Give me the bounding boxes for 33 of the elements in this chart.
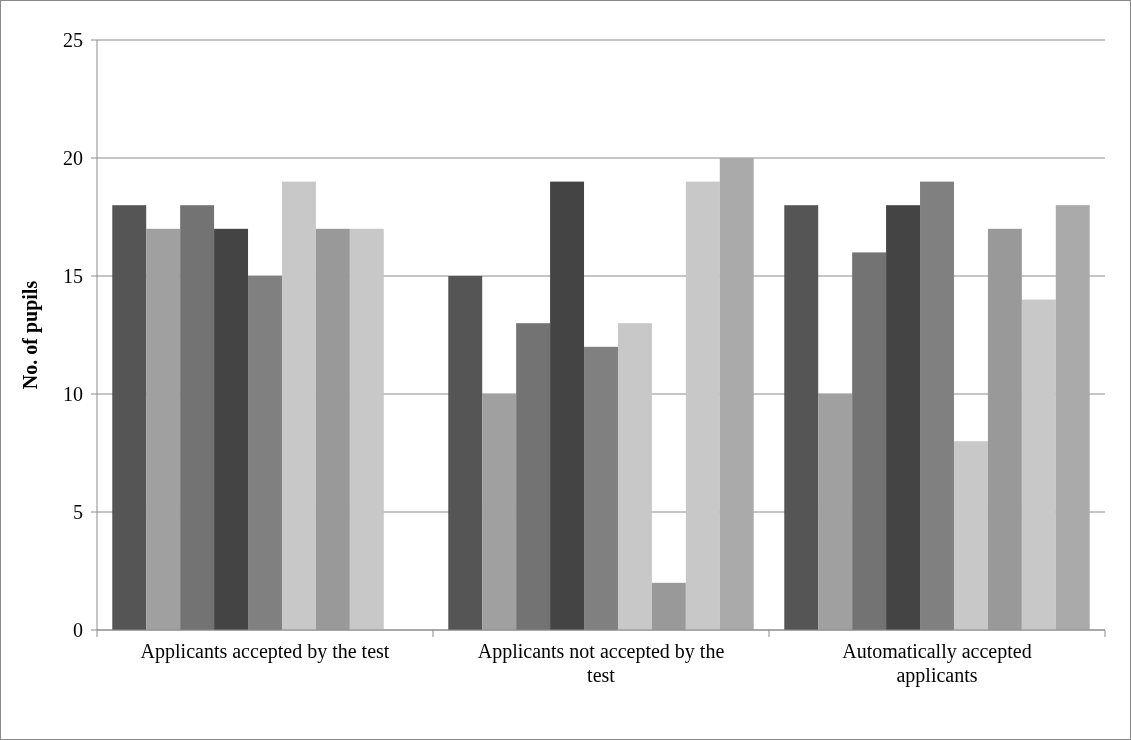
- bar: [852, 252, 887, 630]
- bar: [617, 323, 652, 630]
- bar: [719, 158, 754, 630]
- y-axis-title: No. of pupils: [19, 280, 42, 390]
- y-tick-label: 15: [63, 265, 83, 287]
- bar: [281, 181, 316, 630]
- y-tick-label: 5: [73, 501, 83, 523]
- bar: [550, 181, 585, 630]
- bar: [1021, 299, 1056, 630]
- bar: [818, 394, 853, 630]
- y-tick-label: 20: [63, 147, 83, 169]
- bar: [214, 228, 249, 630]
- bar: [651, 582, 686, 630]
- bar: [1055, 205, 1090, 630]
- bar: [112, 205, 147, 630]
- bar: [349, 228, 384, 630]
- bar: [482, 394, 517, 630]
- bar: [987, 228, 1022, 630]
- y-tick-label: 10: [63, 383, 83, 405]
- y-tick-label: 0: [73, 619, 83, 641]
- x-tick-label: Applicants not accepted by the test: [477, 640, 725, 686]
- bar: [146, 228, 181, 630]
- bar: [886, 205, 921, 630]
- bar: [315, 228, 350, 630]
- bar: [448, 276, 483, 630]
- x-tick-label: Applicants accepted by the test: [140, 640, 390, 663]
- bar: [953, 441, 988, 630]
- y-tick-label: 25: [63, 29, 83, 51]
- bar: [516, 323, 551, 630]
- x-tick-label: Automatically accepted applicants: [842, 640, 1032, 687]
- bar: [180, 205, 215, 630]
- bar: [784, 205, 819, 630]
- bar: [685, 181, 720, 630]
